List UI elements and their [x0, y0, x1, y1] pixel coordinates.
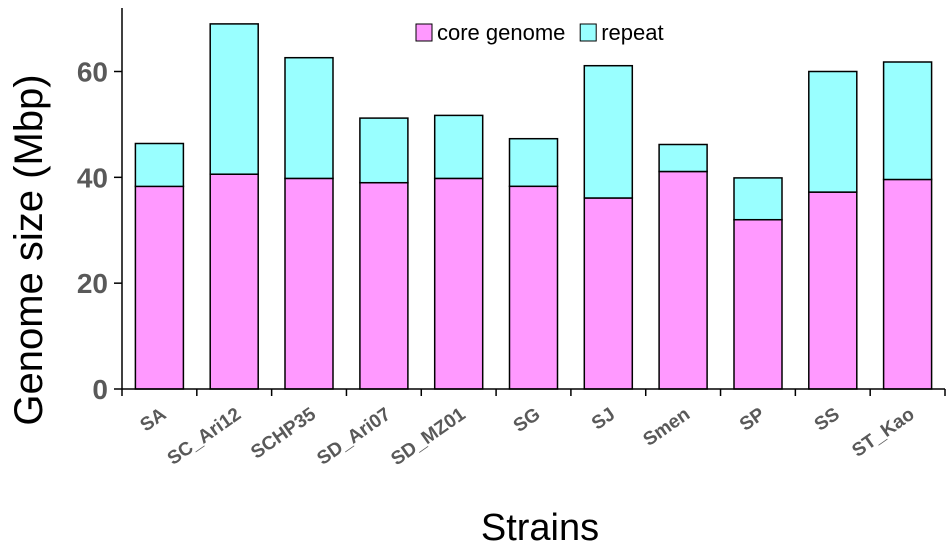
bar-repeat-SC_Ari12: [209, 23, 259, 175]
legend-swatch-core-genome: [415, 23, 433, 42]
bar-repeat-SD_MZ01: [433, 114, 484, 180]
x-tick-label: SS: [811, 404, 844, 436]
y-tick-label: 60: [77, 57, 108, 88]
x-tick-label: SA: [137, 404, 171, 437]
y-tick-label: 40: [77, 162, 108, 193]
legend-label: repeat: [601, 20, 663, 45]
bar-core-genome-SS: [808, 191, 858, 390]
x-axis-title: Strains: [481, 507, 599, 547]
x-tick-label: SP: [736, 404, 769, 436]
legend: core genome repeat: [415, 20, 664, 45]
bar-repeat-SD_Ari07: [359, 117, 409, 184]
bar-core-genome-SA: [134, 185, 185, 390]
legend-swatch-repeat: [579, 23, 597, 42]
bar-repeat-SCHP35: [284, 56, 334, 180]
bar-repeat-SJ: [583, 64, 634, 199]
y-tick-label: 20: [77, 268, 108, 299]
x-tick-label: SCHP35: [247, 404, 320, 464]
bar-repeat-Smen: [658, 143, 708, 173]
bar-core-genome-SD_MZ01: [433, 177, 484, 390]
bars-group: [134, 23, 933, 390]
x-tick-label: SG: [510, 404, 545, 437]
y-tick-label: 0: [92, 374, 108, 405]
x-tick-label: SC_Ari12: [164, 404, 245, 470]
bar-repeat-SA: [134, 142, 185, 188]
bar-repeat-SP: [733, 177, 783, 221]
bar-core-genome-SP: [733, 218, 783, 390]
y-axis-title: Genome size (Mbp): [7, 74, 51, 425]
bar-core-genome-ST_Kao: [882, 178, 933, 390]
x-tick-label: ST_Kao: [848, 404, 918, 462]
bar-repeat-SS: [808, 70, 858, 193]
bar-core-genome-SD_Ari07: [359, 181, 409, 390]
bar-core-genome-SC_Ari12: [209, 173, 259, 390]
x-tick-label: SD_MZ01: [387, 404, 469, 471]
bar-core-genome-SCHP35: [284, 177, 334, 390]
bar-repeat-ST_Kao: [882, 61, 933, 181]
bar-repeat-SG: [508, 137, 559, 188]
legend-label: core genome: [437, 20, 565, 45]
x-tick-label: SD_Ari07: [314, 404, 395, 470]
x-tick-label: Smen: [640, 404, 694, 451]
bar-core-genome-Smen: [658, 170, 708, 390]
bar-core-genome-SJ: [583, 197, 634, 390]
x-tick-label: SJ: [588, 404, 619, 435]
bar-core-genome-SG: [508, 185, 559, 390]
